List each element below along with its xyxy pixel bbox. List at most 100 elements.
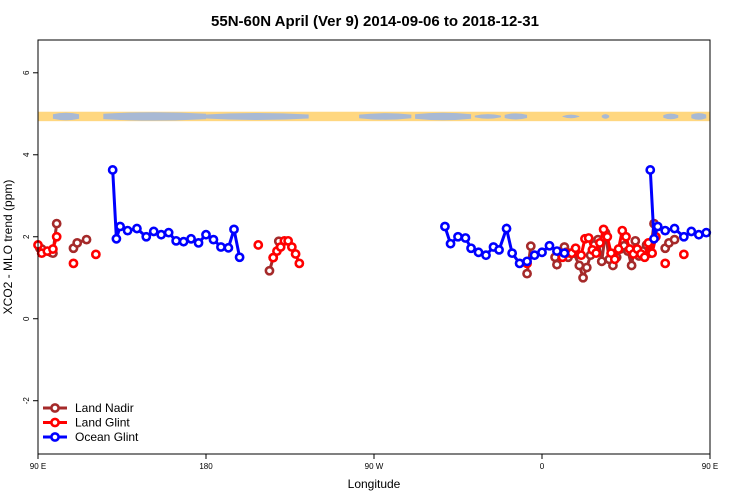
data-point-land-nadir — [264, 265, 275, 276]
data-point-ocean-glint — [701, 227, 712, 238]
map-ocean-region — [415, 112, 472, 121]
data-point-ocean-glint — [111, 233, 122, 244]
data-point-ocean-glint — [223, 242, 234, 253]
map-ocean-region — [601, 114, 610, 119]
x-axis-label: Longitude — [348, 477, 401, 491]
data-point-land-nadir — [574, 260, 585, 271]
data-point-land-glint — [570, 243, 581, 254]
legend-swatch-marker — [50, 417, 60, 428]
data-point-land-nadir — [581, 262, 592, 273]
data-point-land-nadir — [522, 268, 532, 279]
y-tick-label: 2 — [22, 234, 31, 239]
data-point-land-glint — [639, 252, 650, 263]
data-point-ocean-glint — [652, 221, 663, 232]
data-point-ocean-glint — [216, 242, 226, 252]
data-point-land-nadir — [578, 272, 588, 283]
data-point-ocean-glint — [229, 224, 239, 235]
y-tick-label: -2 — [22, 397, 31, 405]
data-point-ocean-glint — [693, 229, 704, 240]
x-tick-label: 0 — [540, 462, 545, 471]
data-point-ocean-glint — [122, 225, 133, 236]
data-point-land-glint — [286, 242, 297, 252]
x-tick-label: 90 E — [702, 462, 718, 471]
data-point-ocean-glint — [660, 225, 671, 236]
data-point-land-nadir — [669, 234, 680, 245]
data-point-land-nadir — [596, 256, 607, 267]
data-point-land-glint — [598, 224, 609, 235]
data-point-land-glint — [678, 249, 689, 260]
data-point-ocean-glint — [669, 223, 680, 234]
data-point-ocean-glint — [107, 165, 118, 175]
data-point-ocean-glint — [163, 227, 174, 238]
data-point-ocean-glint — [193, 238, 204, 248]
data-point-ocean-glint — [522, 256, 532, 267]
data-point-land-nadir — [525, 241, 536, 252]
data-point-ocean-glint — [148, 226, 159, 237]
data-point-ocean-glint — [201, 229, 211, 240]
data-point-ocean-glint — [686, 226, 697, 237]
data-point-ocean-glint — [649, 233, 659, 244]
data-point-land-glint — [583, 233, 594, 243]
data-point-ocean-glint — [514, 258, 525, 269]
data-point-ocean-glint — [440, 221, 450, 232]
data-point-ocean-glint — [529, 250, 540, 261]
data-point-land-glint — [647, 248, 658, 259]
legend-item-land-glint: Land Glint — [43, 416, 130, 430]
data-point-ocean-glint — [234, 252, 245, 263]
map-ocean-region — [474, 114, 501, 119]
data-point-land-glint — [613, 244, 624, 254]
series-ocean-glint — [107, 165, 712, 269]
data-point-ocean-glint — [460, 233, 471, 243]
data-point-ocean-glint — [507, 248, 518, 259]
y-tick-label: 6 — [22, 70, 31, 75]
map-ocean-region — [206, 112, 309, 120]
data-point-land-nadir — [630, 235, 641, 246]
data-point-land-glint — [68, 258, 79, 269]
data-point-land-nadir — [72, 238, 83, 248]
data-point-ocean-glint — [552, 246, 562, 256]
data-point-land-nadir — [626, 260, 637, 271]
data-point-land-glint — [621, 231, 631, 242]
data-point-ocean-glint — [645, 165, 656, 175]
x-tick-label: 180 — [199, 462, 213, 471]
y-tick-label: 4 — [22, 152, 31, 157]
data-point-ocean-glint — [115, 221, 126, 232]
y-axis: -2 0 2 4 6 — [22, 70, 38, 404]
data-point-land-glint — [290, 249, 301, 259]
legend-item-ocean-glint: Ocean Glint — [43, 430, 139, 444]
data-point-land-glint — [609, 254, 620, 265]
data-point-ocean-glint — [494, 244, 504, 255]
map-ocean-region — [359, 113, 412, 120]
data-point-ocean-glint — [559, 248, 570, 259]
data-point-land-glint — [594, 238, 605, 248]
data-point-ocean-glint — [537, 247, 547, 258]
plot-area — [33, 165, 712, 283]
x-axis: 90 E 180 90 W 0 90 E — [30, 454, 718, 471]
data-point-ocean-glint — [544, 240, 555, 251]
data-point-ocean-glint — [156, 229, 167, 240]
legend-label: Land Nadir — [75, 401, 134, 415]
y-tick-label: 0 — [22, 316, 31, 321]
map-ocean-region — [103, 112, 206, 121]
data-point-land-glint — [591, 248, 602, 259]
data-point-land-glint — [48, 244, 58, 254]
data-point-ocean-glint — [678, 231, 689, 242]
data-point-ocean-glint — [178, 236, 189, 247]
map-ocean-region — [691, 113, 707, 120]
legend-swatch-marker — [50, 432, 60, 442]
chart-title: 55N-60N April (Ver 9) 2014-09-06 to 2018… — [211, 13, 539, 30]
data-point-land-nadir — [81, 234, 92, 245]
data-point-land-glint — [602, 231, 613, 242]
legend-label: Ocean Glint — [75, 430, 139, 444]
data-point-land-nadir — [552, 259, 562, 270]
map-ocean-region — [52, 112, 80, 121]
x-tick-label: 90 E — [30, 462, 46, 471]
data-point-ocean-glint — [501, 223, 512, 234]
data-point-ocean-glint — [481, 250, 491, 261]
data-point-ocean-glint — [453, 231, 463, 242]
map-ocean-region — [562, 114, 580, 119]
y-axis-label: XCO2 - MLO trend (ppm) — [1, 180, 15, 315]
legend-label: Land Glint — [75, 416, 130, 430]
